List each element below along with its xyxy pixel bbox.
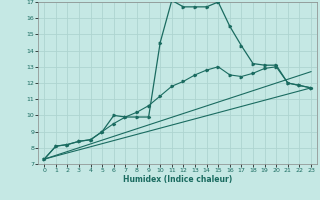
X-axis label: Humidex (Indice chaleur): Humidex (Indice chaleur) [123, 175, 232, 184]
